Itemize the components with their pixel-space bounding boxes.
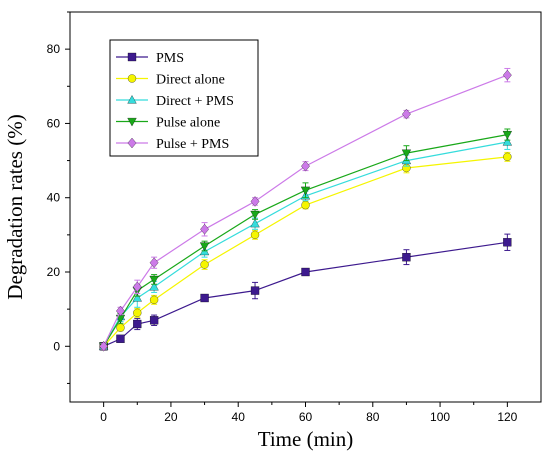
data-point — [116, 323, 125, 332]
x-tick-label: 120 — [497, 410, 517, 424]
data-point — [99, 341, 109, 352]
data-point — [200, 260, 209, 269]
data-point — [149, 295, 159, 305]
data-point — [301, 267, 310, 277]
data-point — [250, 230, 260, 240]
legend-label: PMS — [156, 51, 184, 66]
data-point — [401, 149, 412, 159]
x-axis-title: Time (min) — [258, 427, 353, 451]
data-point — [149, 316, 159, 325]
data-point — [250, 210, 260, 220]
data-point — [503, 238, 512, 247]
series-pulse-pms — [99, 67, 512, 352]
data-point — [200, 293, 209, 303]
legend-label: Direct alone — [156, 73, 225, 88]
x-axis: 0 20 40 60 80 100 120 — [100, 402, 518, 424]
x-tick-label: 60 — [299, 410, 313, 424]
legend-marker — [127, 74, 137, 83]
series-line — [103, 241, 508, 347]
x-tick-label: 20 — [164, 410, 178, 424]
data-point — [116, 305, 125, 317]
data-point — [149, 257, 159, 268]
data-point — [503, 152, 512, 162]
legend-marker — [127, 52, 137, 62]
data-point — [301, 200, 310, 210]
legend-label: Pulse + PMS — [156, 137, 229, 152]
data-point — [132, 293, 142, 302]
y-tick-label: 60 — [47, 116, 61, 130]
data-point — [149, 281, 159, 291]
x-tick-label: 80 — [366, 410, 380, 424]
series-direct-alone — [99, 151, 512, 351]
legend-label: Pulse alone — [156, 116, 220, 131]
data-point — [250, 218, 260, 228]
data-point — [502, 131, 513, 140]
y-tick-label: 0 — [53, 339, 60, 353]
data-point — [199, 242, 210, 251]
data-point — [133, 308, 142, 318]
legend-marker — [127, 137, 137, 149]
data-point — [402, 108, 411, 120]
data-point — [300, 186, 311, 196]
data-point — [502, 137, 513, 146]
data-point — [250, 286, 260, 295]
legend-marker — [127, 95, 137, 104]
y-axis-title: Degradation rates (%) — [3, 114, 27, 299]
legend: PMS Direct alone Direct + PMS Pulse alone Pu… — [109, 39, 259, 157]
x-tick-label: 100 — [430, 410, 450, 424]
legend-label: Direct + PMS — [156, 94, 234, 109]
data-point — [250, 196, 260, 207]
legend-marker — [127, 117, 137, 127]
data-point — [132, 281, 142, 293]
x-tick-label: 40 — [232, 410, 246, 424]
y-tick-label: 80 — [47, 42, 61, 56]
data-point — [200, 224, 209, 235]
data-point — [149, 275, 159, 285]
y-tick-label: 20 — [47, 265, 61, 279]
data-point — [402, 252, 411, 262]
data-point — [502, 69, 512, 81]
series-pms — [99, 233, 512, 351]
data-point — [301, 160, 310, 172]
y-tick-label: 40 — [47, 191, 61, 205]
x-tick-label: 0 — [100, 410, 107, 424]
y-axis: 0 20 40 60 80 — [47, 11, 70, 384]
data-point — [116, 334, 125, 344]
data-point — [133, 319, 142, 329]
